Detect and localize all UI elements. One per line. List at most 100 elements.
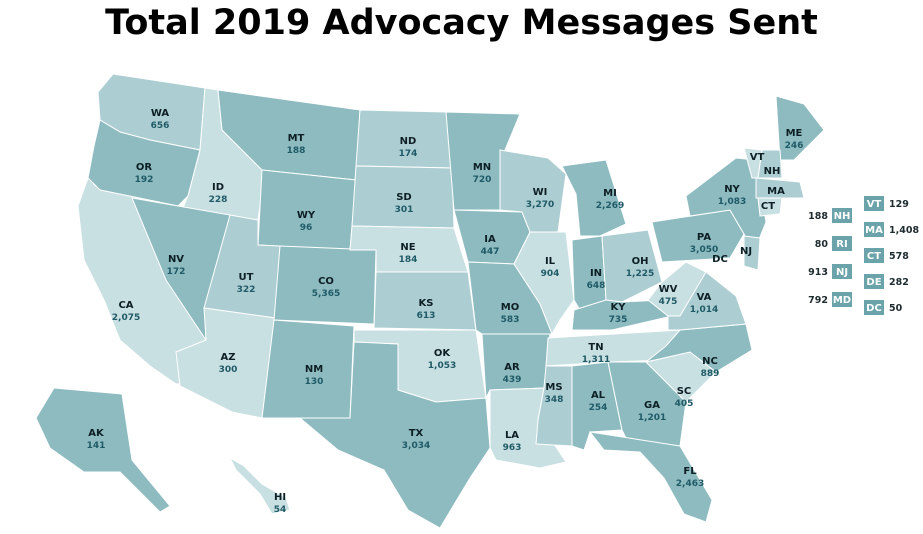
small-state-badge bbox=[864, 196, 884, 211]
state-ma bbox=[755, 177, 805, 199]
state-value-label: 963 bbox=[503, 443, 522, 453]
state-code-label: CA bbox=[118, 300, 133, 311]
state-code-label: NE bbox=[400, 242, 415, 253]
small-state-badge bbox=[864, 248, 884, 263]
state-value-label: 174 bbox=[399, 149, 418, 159]
state-value-label: 904 bbox=[541, 269, 560, 279]
small-state-value: 282 bbox=[889, 277, 909, 288]
small-state-badge bbox=[864, 300, 884, 315]
state-value-label: 2,463 bbox=[676, 479, 704, 489]
state-labels: WA 656 OR 192 CA 2,075 ID 228 NV 172 MT 188 WY 96 UT 32… bbox=[87, 108, 804, 515]
state-code-label: AR bbox=[504, 362, 520, 373]
state-value-label: 2,075 bbox=[112, 313, 140, 323]
state-value-label: 254 bbox=[589, 403, 608, 413]
small-state-code: VT bbox=[867, 199, 882, 210]
state-value-label: 1,201 bbox=[638, 413, 666, 423]
state-value-label: 192 bbox=[135, 175, 154, 185]
small-state-value: 80 bbox=[815, 239, 829, 250]
state-value-label: 3,270 bbox=[526, 200, 554, 210]
state-value-label: 2,269 bbox=[596, 201, 624, 211]
small-state-value: 792 bbox=[808, 295, 828, 306]
state-value-label: 439 bbox=[503, 375, 522, 385]
state-nh bbox=[757, 149, 783, 179]
state-value-label: 172 bbox=[167, 267, 186, 277]
state-value-label: 613 bbox=[417, 311, 436, 321]
small-state-badge bbox=[832, 208, 852, 223]
small-state-badge bbox=[864, 274, 884, 289]
state-code-label: UT bbox=[239, 272, 254, 283]
state-code-label: WA bbox=[151, 108, 170, 119]
state-code-label: AZ bbox=[221, 352, 236, 363]
state-value-label: 96 bbox=[300, 223, 313, 233]
small-state-value: 1,408 bbox=[889, 225, 919, 236]
small-state-value: 913 bbox=[808, 267, 828, 278]
state-value-label: 348 bbox=[545, 395, 564, 405]
state-code-label: KS bbox=[419, 298, 434, 309]
state-me bbox=[775, 95, 825, 161]
small-state-badge bbox=[832, 292, 852, 307]
state-value-label: 5,365 bbox=[312, 289, 340, 299]
state-hi bbox=[228, 456, 291, 515]
state-code-label: NV bbox=[168, 254, 184, 265]
small-state-badge bbox=[832, 236, 852, 251]
state-nc bbox=[645, 323, 753, 373]
state-code-label: AK bbox=[88, 428, 105, 439]
state-value-label: 1,053 bbox=[428, 361, 456, 371]
small-state-code: NJ bbox=[836, 267, 848, 278]
small-state-value: 50 bbox=[889, 303, 903, 314]
state-value-label: 1,014 bbox=[690, 305, 718, 315]
state-code-label: SD bbox=[396, 192, 412, 203]
state-value-label: 130 bbox=[305, 377, 324, 387]
state-code-label: NC bbox=[702, 356, 718, 367]
state-code-label: LA bbox=[505, 430, 519, 441]
state-code-label: ID bbox=[212, 182, 224, 193]
small-state-code-label: NH bbox=[764, 166, 781, 177]
state-code-label: VA bbox=[697, 292, 712, 303]
small-state-badge bbox=[832, 264, 852, 279]
state-fl bbox=[588, 431, 713, 523]
state-value-label: 1,225 bbox=[626, 269, 654, 279]
state-code-label: FL bbox=[683, 466, 697, 477]
small-state-code: DE bbox=[866, 277, 881, 288]
state-il bbox=[513, 231, 575, 336]
state-code-label: TN bbox=[588, 342, 603, 353]
state-value-label: 228 bbox=[209, 195, 228, 205]
small-state-value: 578 bbox=[889, 251, 909, 262]
state-code-label: AL bbox=[591, 390, 606, 401]
small-state-code: MA bbox=[865, 225, 883, 236]
state-ct bbox=[757, 197, 783, 217]
state-value-label: 141 bbox=[87, 441, 106, 451]
small-state-code-label: CT bbox=[761, 201, 775, 212]
small-state-value: 188 bbox=[808, 211, 828, 222]
state-value-label: 54 bbox=[274, 505, 287, 515]
small-state-code: DC bbox=[866, 303, 882, 314]
state-nj bbox=[743, 235, 761, 271]
state-code-label: HI bbox=[274, 492, 286, 503]
state-value-label: 889 bbox=[701, 369, 720, 379]
state-value-label: 720 bbox=[473, 175, 492, 185]
state-code-label: OH bbox=[632, 256, 649, 267]
state-code-label: ND bbox=[400, 136, 417, 147]
state-code-label: IL bbox=[545, 256, 556, 267]
state-oh bbox=[601, 229, 663, 303]
state-value-label: 188 bbox=[287, 146, 306, 156]
state-code-label: MO bbox=[501, 302, 519, 313]
small-state-code: MD bbox=[833, 295, 851, 306]
page-title: Total 2019 Advocacy Messages Sent bbox=[105, 3, 818, 43]
state-code-label: ME bbox=[786, 128, 803, 139]
state-value-label: 735 bbox=[609, 315, 628, 325]
state-value-label: 583 bbox=[501, 315, 520, 325]
state-code-label: WV bbox=[659, 284, 678, 295]
small-state-value: 129 bbox=[889, 199, 909, 210]
state-code-label: WI bbox=[533, 187, 548, 198]
state-code-label: PA bbox=[697, 232, 711, 243]
small-state-code: RI bbox=[836, 239, 847, 250]
state-value-label: 447 bbox=[481, 247, 500, 257]
state-tx bbox=[298, 341, 491, 529]
state-tn bbox=[545, 329, 681, 367]
state-ak bbox=[35, 387, 171, 513]
state-value-label: 184 bbox=[399, 255, 418, 265]
small-state-code-label: VT bbox=[750, 152, 765, 163]
state-value-label: 322 bbox=[237, 285, 256, 295]
